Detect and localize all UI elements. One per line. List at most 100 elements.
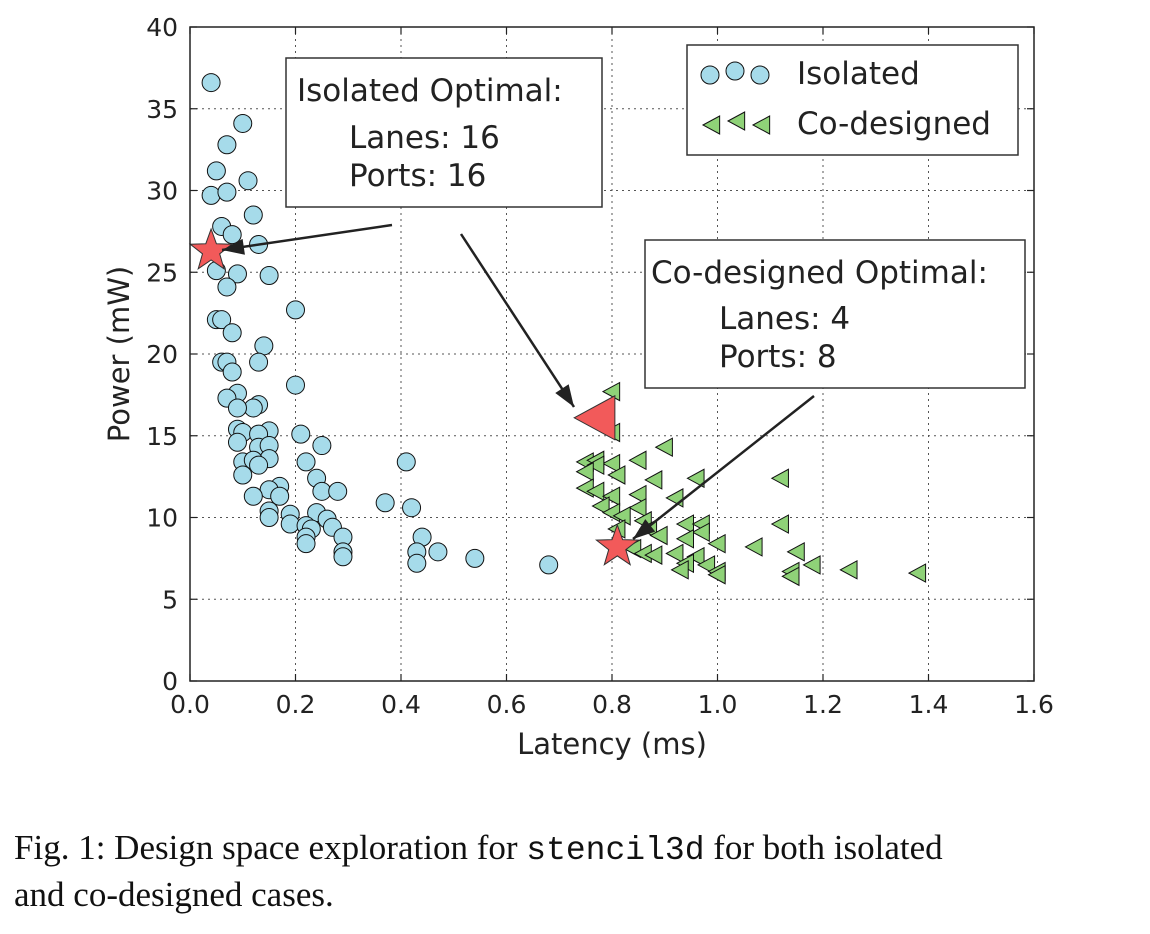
point-isolated: [238, 171, 258, 191]
highlight-triangle-marker: [573, 394, 616, 441]
point-codesigned: [591, 496, 610, 516]
annotation-ports: Ports: 8: [719, 339, 837, 375]
scatter-chart: 0.0 0.2 0.4 0.6 0.8 1.0 1.2 1.4 1.6 0 5 10 15 20 25 30 3…: [102, 13, 1054, 761]
point-codesigned: [575, 461, 594, 482]
annotation-arrowhead: [555, 384, 574, 407]
point-isolated: [212, 310, 232, 330]
annotation-title: Co-designed Optimal:: [651, 255, 988, 291]
point-codesigned: [770, 468, 789, 489]
annotation-box: [644, 239, 1026, 389]
point-codesigned: [607, 465, 626, 485]
point-codesigned: [628, 484, 647, 505]
point-isolated: [222, 323, 242, 343]
point-isolated: [286, 300, 305, 320]
annotation-arrows: [221, 223, 815, 540]
point-isolated: [402, 498, 422, 518]
x-axis-label: Latency (ms): [517, 727, 707, 761]
point-isolated: [222, 225, 242, 245]
legend-circle: [700, 65, 720, 85]
point-isolated: [396, 452, 416, 472]
optimal-star-marker: [595, 523, 640, 566]
point-codesigned: [707, 564, 726, 585]
point-isolated: [243, 486, 263, 506]
y-tick-label: 10: [146, 504, 178, 533]
legend-triangle: [751, 115, 771, 135]
point-codesigned: [601, 486, 621, 507]
legend-circle: [725, 61, 745, 81]
y-tick-label: 30: [146, 177, 178, 206]
annotation-isolated-optimal: Isolated Optimal: Lanes: 16 Ports: 16: [285, 57, 603, 208]
legend-circle: [750, 65, 770, 85]
point-isolated: [254, 336, 274, 356]
legend-label-isolated: Isolated: [797, 56, 920, 92]
annotation-codesigned-optimal: Co-designed Optimal: Lanes: 4 Ports: 8: [644, 239, 1026, 389]
caption-line-2: and co-designed cases.: [14, 875, 334, 914]
annotation-box: [285, 57, 603, 208]
point-isolated: [217, 135, 237, 155]
point-codesigned: [675, 528, 694, 549]
point-isolated: [296, 534, 316, 554]
point-codesigned: [628, 497, 647, 518]
point-codesigned: [770, 514, 789, 534]
point-isolated: [539, 555, 559, 575]
point-isolated: [312, 436, 332, 456]
y-tick-label: 20: [146, 340, 178, 369]
point-codesigned: [786, 541, 805, 562]
point-codesigned: [612, 506, 631, 526]
x-tick-label: 0.0: [170, 690, 210, 719]
legend-isolated-marker: [700, 61, 770, 85]
point-isolated: [328, 481, 348, 501]
point-isolated: [222, 362, 242, 382]
point-codesigned: [744, 537, 763, 557]
annotation-title: Isolated Optimal:: [297, 73, 563, 109]
point-isolated: [407, 553, 427, 573]
x-tick-label: 1.0: [698, 690, 738, 719]
point-codesigned: [691, 522, 710, 543]
annotation-arrow: [459, 233, 576, 408]
x-tick-label: 1.6: [1014, 690, 1054, 719]
point-isolated: [259, 266, 279, 286]
point-codesigned: [601, 453, 621, 474]
annotation-lanes: Lanes: 16: [349, 120, 500, 156]
point-codesigned: [665, 543, 684, 564]
point-isolated: [227, 398, 247, 418]
annotation-arrow: [221, 223, 393, 252]
axis-ticks: 0.0 0.2 0.4 0.6 0.8 1.0 1.2 1.4 1.6 0 5 10 15 20 25 30 3…: [146, 13, 1054, 719]
y-axis-label: Power (mW): [102, 266, 136, 442]
x-tick-label: 0.6: [487, 690, 527, 719]
point-isolated: [249, 455, 269, 475]
highlight-markers: [188, 227, 640, 566]
point-isolated: [201, 73, 221, 93]
point-codesigned: [649, 525, 668, 546]
point-isolated: [206, 161, 226, 181]
legend-triangle: [726, 111, 746, 131]
point-isolated: [375, 493, 395, 513]
point-codesigned: [907, 563, 927, 583]
point-isolated: [280, 514, 300, 534]
y-tick-label: 15: [146, 422, 178, 451]
legend-box: [686, 44, 1019, 156]
point-isolated: [243, 398, 263, 418]
point-isolated: [312, 481, 332, 501]
point-isolated: [428, 542, 448, 562]
point-codesigned: [839, 559, 858, 580]
point-isolated: [270, 486, 290, 506]
annotation-arrowhead: [633, 519, 656, 539]
point-isolated: [243, 205, 263, 225]
point-codesigned: [781, 566, 800, 587]
point-codesigned: [670, 559, 689, 580]
point-isolated: [217, 277, 237, 297]
point-isolated: [296, 452, 316, 472]
x-tick-label: 1.4: [909, 690, 949, 719]
y-tick-label: 25: [146, 258, 178, 287]
point-isolated: [217, 182, 237, 202]
legend-label-codesigned: Co-designed: [797, 106, 991, 142]
caption-prefix: Fig. 1: Design space exploration for: [14, 828, 527, 867]
point-isolated: [291, 424, 311, 444]
point-codesigned: [665, 488, 684, 508]
point-codesigned: [707, 533, 726, 554]
point-isolated: [249, 352, 269, 372]
point-codesigned: [644, 545, 663, 565]
point-codesigned: [644, 470, 663, 490]
legend-triangle: [701, 115, 721, 135]
